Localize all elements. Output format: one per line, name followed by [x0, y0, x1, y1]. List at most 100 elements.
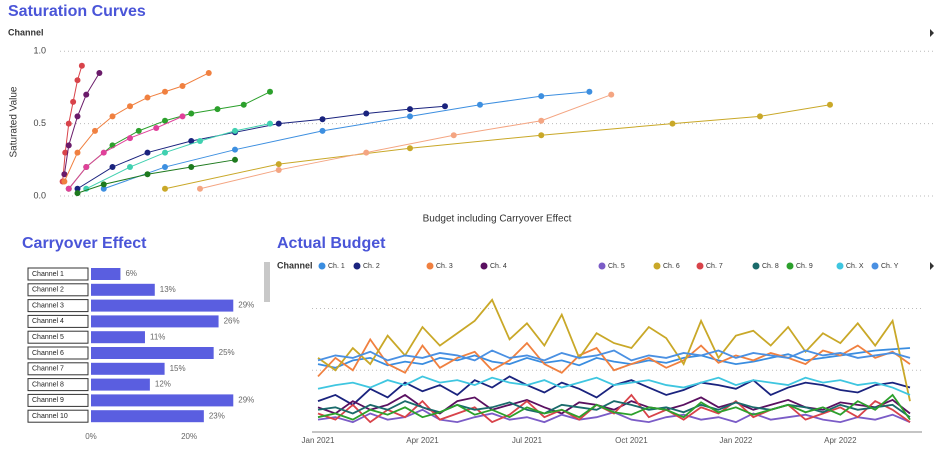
point [61, 178, 68, 185]
category-label: Channel 6 [32, 350, 64, 357]
category-label: Channel 3 [32, 302, 64, 309]
category-box [27, 393, 89, 407]
point [538, 132, 545, 139]
curve [103, 91, 590, 190]
legend-marker [752, 262, 760, 270]
category-box [27, 378, 89, 392]
point [65, 185, 72, 192]
value-label: 13% [160, 285, 176, 294]
value-label: 6% [125, 269, 137, 278]
value-label: 23% [209, 411, 225, 420]
point [74, 190, 81, 197]
point [407, 145, 413, 152]
series-line [317, 337, 911, 378]
x-tick-label: Jul 2021 [512, 436, 543, 445]
point [232, 127, 238, 134]
legend-label: Ch. 5 [608, 263, 625, 270]
point [144, 149, 151, 156]
point [188, 110, 195, 117]
point [608, 91, 615, 98]
point [757, 113, 763, 120]
legend-arrow[interactable] [930, 29, 934, 37]
bar [91, 268, 121, 280]
point [538, 93, 545, 100]
value-label: 15% [170, 364, 186, 373]
point [127, 103, 133, 110]
point [205, 69, 212, 76]
point [669, 120, 676, 127]
point [275, 120, 282, 127]
legend-marker [653, 262, 661, 270]
curve [164, 104, 831, 190]
point [450, 132, 457, 139]
bar [91, 283, 155, 296]
point [78, 62, 85, 69]
bar [91, 315, 219, 328]
bar [91, 378, 150, 391]
category-box [27, 330, 89, 344]
bar [91, 410, 204, 423]
point [275, 161, 282, 168]
point [477, 101, 483, 108]
point [538, 117, 545, 124]
legend-marker [318, 262, 326, 270]
value-label: 25% [219, 348, 235, 357]
point [83, 91, 90, 98]
point [162, 88, 168, 95]
x-tick-label: 0% [85, 432, 97, 441]
point [442, 103, 448, 110]
point [74, 149, 81, 156]
scrollbar[interactable] [264, 262, 270, 302]
point [74, 185, 81, 192]
point [407, 106, 413, 113]
point [162, 164, 168, 171]
point [827, 101, 833, 108]
bar [91, 347, 214, 359]
chart-title: Actual Budget [277, 235, 386, 252]
series-line [317, 298, 911, 402]
x-tick-label: Jan 2022 [719, 436, 752, 445]
point [197, 137, 203, 144]
bar [91, 299, 234, 312]
series-line [317, 349, 911, 362]
point [179, 82, 186, 89]
point [100, 149, 107, 156]
legend-title: Channel [8, 27, 44, 37]
legend-marker [836, 262, 844, 270]
legend-marker [786, 262, 794, 270]
legend-label: Ch. 6 [663, 263, 680, 270]
point [188, 164, 195, 171]
point [162, 117, 168, 124]
y-tick-label: 0.0 [33, 190, 46, 200]
legend-title: Channel [277, 260, 313, 270]
category-box [27, 346, 89, 360]
point [92, 127, 98, 134]
legend-label: Ch. 1 [328, 263, 345, 270]
series-line [317, 393, 911, 421]
point [240, 101, 247, 108]
point [407, 113, 413, 120]
curve [86, 123, 271, 190]
chart-title: Carryover Effect [22, 235, 147, 252]
point [275, 166, 282, 173]
point [96, 69, 103, 76]
point [127, 164, 133, 171]
legend-arrow[interactable] [930, 262, 934, 270]
category-box [27, 362, 89, 376]
point [135, 127, 142, 134]
point [188, 137, 195, 144]
category-box [27, 267, 89, 281]
legend-marker [871, 262, 879, 270]
legend-label: Ch. 4 [490, 263, 507, 270]
point [179, 113, 186, 120]
point [319, 116, 326, 123]
legend-marker [696, 262, 704, 270]
point [153, 124, 160, 131]
point [144, 94, 151, 101]
category-label: Channel 10 [32, 413, 68, 420]
series-line [317, 393, 911, 424]
point [267, 120, 273, 127]
y-axis-label: Saturated Value [9, 86, 20, 157]
point [267, 88, 273, 95]
